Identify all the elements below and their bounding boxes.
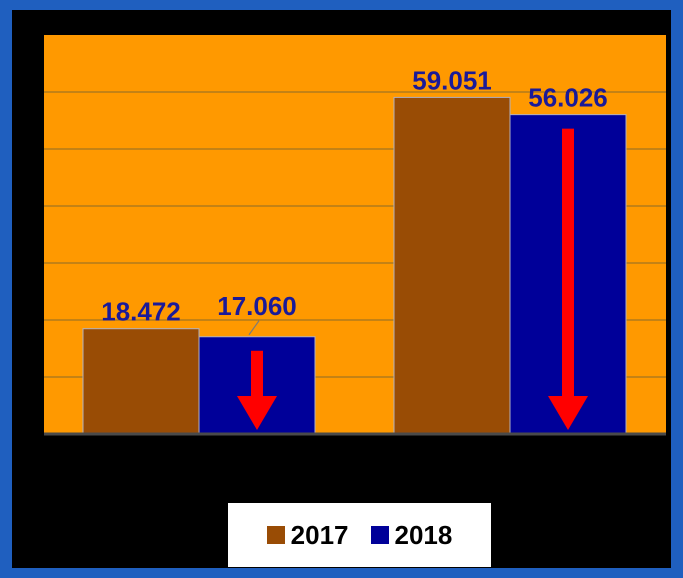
down-arrow-shaft-1 xyxy=(251,350,263,397)
annotation-arrows xyxy=(237,128,588,430)
data-label-2018-1: 17.060 xyxy=(217,291,297,321)
legend-label-2018: 2018 xyxy=(394,519,453,550)
data-label-2017-1: 18.472 xyxy=(101,297,181,327)
legend: 2017 2018 xyxy=(228,503,491,567)
bar-chart: 18.472 59.051 17.060 56.026 xyxy=(44,35,666,436)
legend-swatch-2018 xyxy=(370,526,389,544)
data-label-2017-2: 59.051 xyxy=(412,65,492,95)
bar-2017-2 xyxy=(393,96,511,435)
data-labels: 18.472 59.051 17.060 56.026 xyxy=(101,65,608,336)
bar-2017-1 xyxy=(82,328,200,435)
down-arrow-head-2 xyxy=(548,396,588,430)
chart-frame: 18.472 59.051 17.060 56.026 2017 2018 xyxy=(12,10,671,568)
label-leader-line xyxy=(248,320,260,336)
legend-item-2018: 2018 xyxy=(370,519,453,551)
legend-item-2017: 2017 xyxy=(266,519,349,551)
data-label-2018-2: 56.026 xyxy=(528,83,608,113)
legend-label-2017: 2017 xyxy=(290,519,349,550)
legend-swatch-2017 xyxy=(266,526,285,544)
down-arrow-head-1 xyxy=(237,396,277,430)
down-arrow-shaft-2 xyxy=(562,128,574,397)
